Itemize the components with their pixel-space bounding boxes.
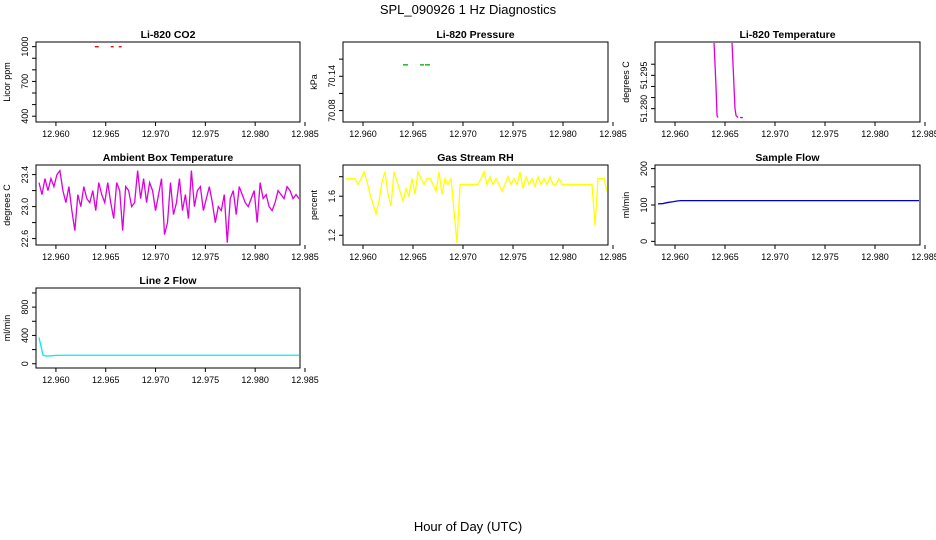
y-tick-label: 1.6 xyxy=(327,190,337,203)
x-tick-label: 12.970 xyxy=(449,129,477,139)
plot-frame xyxy=(654,41,921,123)
plot-frame xyxy=(35,41,301,123)
panel-title: Li-820 Pressure xyxy=(436,29,514,41)
x-tick-label: 12.960 xyxy=(42,129,70,139)
plot-frame xyxy=(35,287,301,369)
y-tick-label: 800 xyxy=(20,300,30,315)
panel-title: Ambient Box Temperature xyxy=(103,152,234,164)
panel-title: Li-820 Temperature xyxy=(739,29,835,41)
figure-title: SPL_090926 1 Hz Diagnostics xyxy=(380,2,557,17)
x-tick-label: 12.960 xyxy=(661,252,689,262)
plot-frame xyxy=(342,164,609,246)
x-tick-label: 12.975 xyxy=(811,129,839,139)
y-tick-label: 100 xyxy=(639,197,649,212)
x-tick-label: 12.970 xyxy=(142,375,170,385)
series-line xyxy=(346,169,607,244)
x-tick-label: 12.980 xyxy=(549,252,577,262)
x-tick-label: 12.965 xyxy=(399,129,427,139)
x-tick-label: 12.980 xyxy=(861,252,889,262)
x-tick-label: 12.970 xyxy=(142,252,170,262)
x-tick-label: 12.985 xyxy=(599,129,627,139)
y-axis-label: kPa xyxy=(309,74,319,90)
x-tick-label: 12.985 xyxy=(291,375,319,385)
panel-sample-flow: Sample Flow ml/min 12.960 12.965 12.970 12.97… xyxy=(621,152,936,262)
x-tick-label: 12.970 xyxy=(761,252,789,262)
y-tick-label: 23.0 xyxy=(20,198,30,216)
series-line xyxy=(657,199,919,205)
x-tick-label: 12.970 xyxy=(142,129,170,139)
y-axis-label: Licor ppm xyxy=(2,62,12,102)
x-tick-label: 12.975 xyxy=(192,129,220,139)
panel-title: Gas Stream RH xyxy=(437,152,513,164)
panel-ambient-temp: Ambient Box Temperature degrees C 12.960 12… xyxy=(2,152,319,262)
x-tick-label: 12.965 xyxy=(92,375,120,385)
y-tick-label: 51.280 xyxy=(639,95,649,123)
x-tick-label: 12.975 xyxy=(192,375,220,385)
y-tick-label: 700 xyxy=(20,74,30,89)
panels: Li-820 CO2 Licor ppm 12.960 12.965 12.970 12.… xyxy=(2,29,936,385)
x-tick-label: 12.985 xyxy=(291,129,319,139)
panel-co2: Li-820 CO2 Licor ppm 12.960 12.965 12.970 12.… xyxy=(2,29,319,139)
series-line xyxy=(38,337,299,357)
panel-line2-flow: Line 2 Flow ml/min 12.960 12.965 12.970 12.97… xyxy=(2,275,319,385)
y-tick-label: 70.08 xyxy=(327,99,337,122)
plot-frame xyxy=(35,164,301,246)
y-tick-label: 0 xyxy=(639,239,649,244)
x-tick-label: 12.965 xyxy=(92,129,120,139)
y-tick-label: 51.295 xyxy=(639,62,649,90)
x-tick-label: 12.960 xyxy=(661,129,689,139)
x-tick-label: 12.975 xyxy=(499,129,527,139)
y-axis-label: ml/min xyxy=(2,315,12,342)
y-tick-label: 200 xyxy=(639,161,649,176)
x-tick-label: 12.965 xyxy=(711,129,739,139)
x-tick-label: 12.985 xyxy=(291,252,319,262)
panel-gas-rh: Gas Stream RH percent 12.960 12.965 12.970 12… xyxy=(309,152,627,262)
y-tick-label: 1.2 xyxy=(327,229,337,242)
series-line xyxy=(38,168,299,243)
panel-pressure: Li-820 Pressure kPa 12.960 12.965 12.970 12.9… xyxy=(309,29,627,139)
plot-frame xyxy=(654,164,921,246)
y-tick-label: 400 xyxy=(20,328,30,343)
y-tick-label: 1000 xyxy=(20,37,30,57)
y-tick-label: 400 xyxy=(20,109,30,124)
x-tick-label: 12.960 xyxy=(42,375,70,385)
y-tick-label: 0 xyxy=(20,361,30,366)
y-tick-label: 23.4 xyxy=(20,166,30,184)
x-tick-label: 12.960 xyxy=(349,129,377,139)
y-axis-label: degrees C xyxy=(621,61,631,103)
panel-title: Li-820 CO2 xyxy=(141,29,196,41)
series-line xyxy=(731,43,739,118)
x-tick-label: 12.965 xyxy=(399,252,427,262)
x-tick-label: 12.960 xyxy=(42,252,70,262)
x-tick-label: 12.980 xyxy=(549,129,577,139)
x-tick-label: 12.980 xyxy=(241,129,269,139)
x-tick-label: 12.985 xyxy=(911,252,936,262)
y-tick-label: 70.14 xyxy=(327,65,337,88)
panel-title: Sample Flow xyxy=(755,152,820,164)
y-axis-label: ml/min xyxy=(621,192,631,219)
x-tick-label: 12.985 xyxy=(599,252,627,262)
y-axis-label: degrees C xyxy=(2,184,12,226)
plot-frame xyxy=(342,41,609,123)
x-tick-label: 12.985 xyxy=(911,129,936,139)
x-tick-label: 12.980 xyxy=(241,252,269,262)
panel-title: Line 2 Flow xyxy=(139,275,197,287)
x-tick-label: 12.975 xyxy=(811,252,839,262)
x-tick-label: 12.980 xyxy=(241,375,269,385)
x-tick-label: 12.975 xyxy=(499,252,527,262)
panel-li820-temp: Li-820 Temperature degrees C 12.960 12.965 1… xyxy=(621,29,936,139)
x-tick-label: 12.975 xyxy=(192,252,220,262)
x-tick-label: 12.980 xyxy=(861,129,889,139)
x-tick-label: 12.970 xyxy=(449,252,477,262)
figure-xlabel: Hour of Day (UTC) xyxy=(414,519,522,534)
series-line xyxy=(713,43,719,118)
y-axis-label: percent xyxy=(309,189,319,220)
x-tick-label: 12.965 xyxy=(711,252,739,262)
x-tick-label: 12.965 xyxy=(92,252,120,262)
x-tick-label: 12.970 xyxy=(761,129,789,139)
y-tick-label: 22.6 xyxy=(20,230,30,248)
x-tick-label: 12.960 xyxy=(349,252,377,262)
